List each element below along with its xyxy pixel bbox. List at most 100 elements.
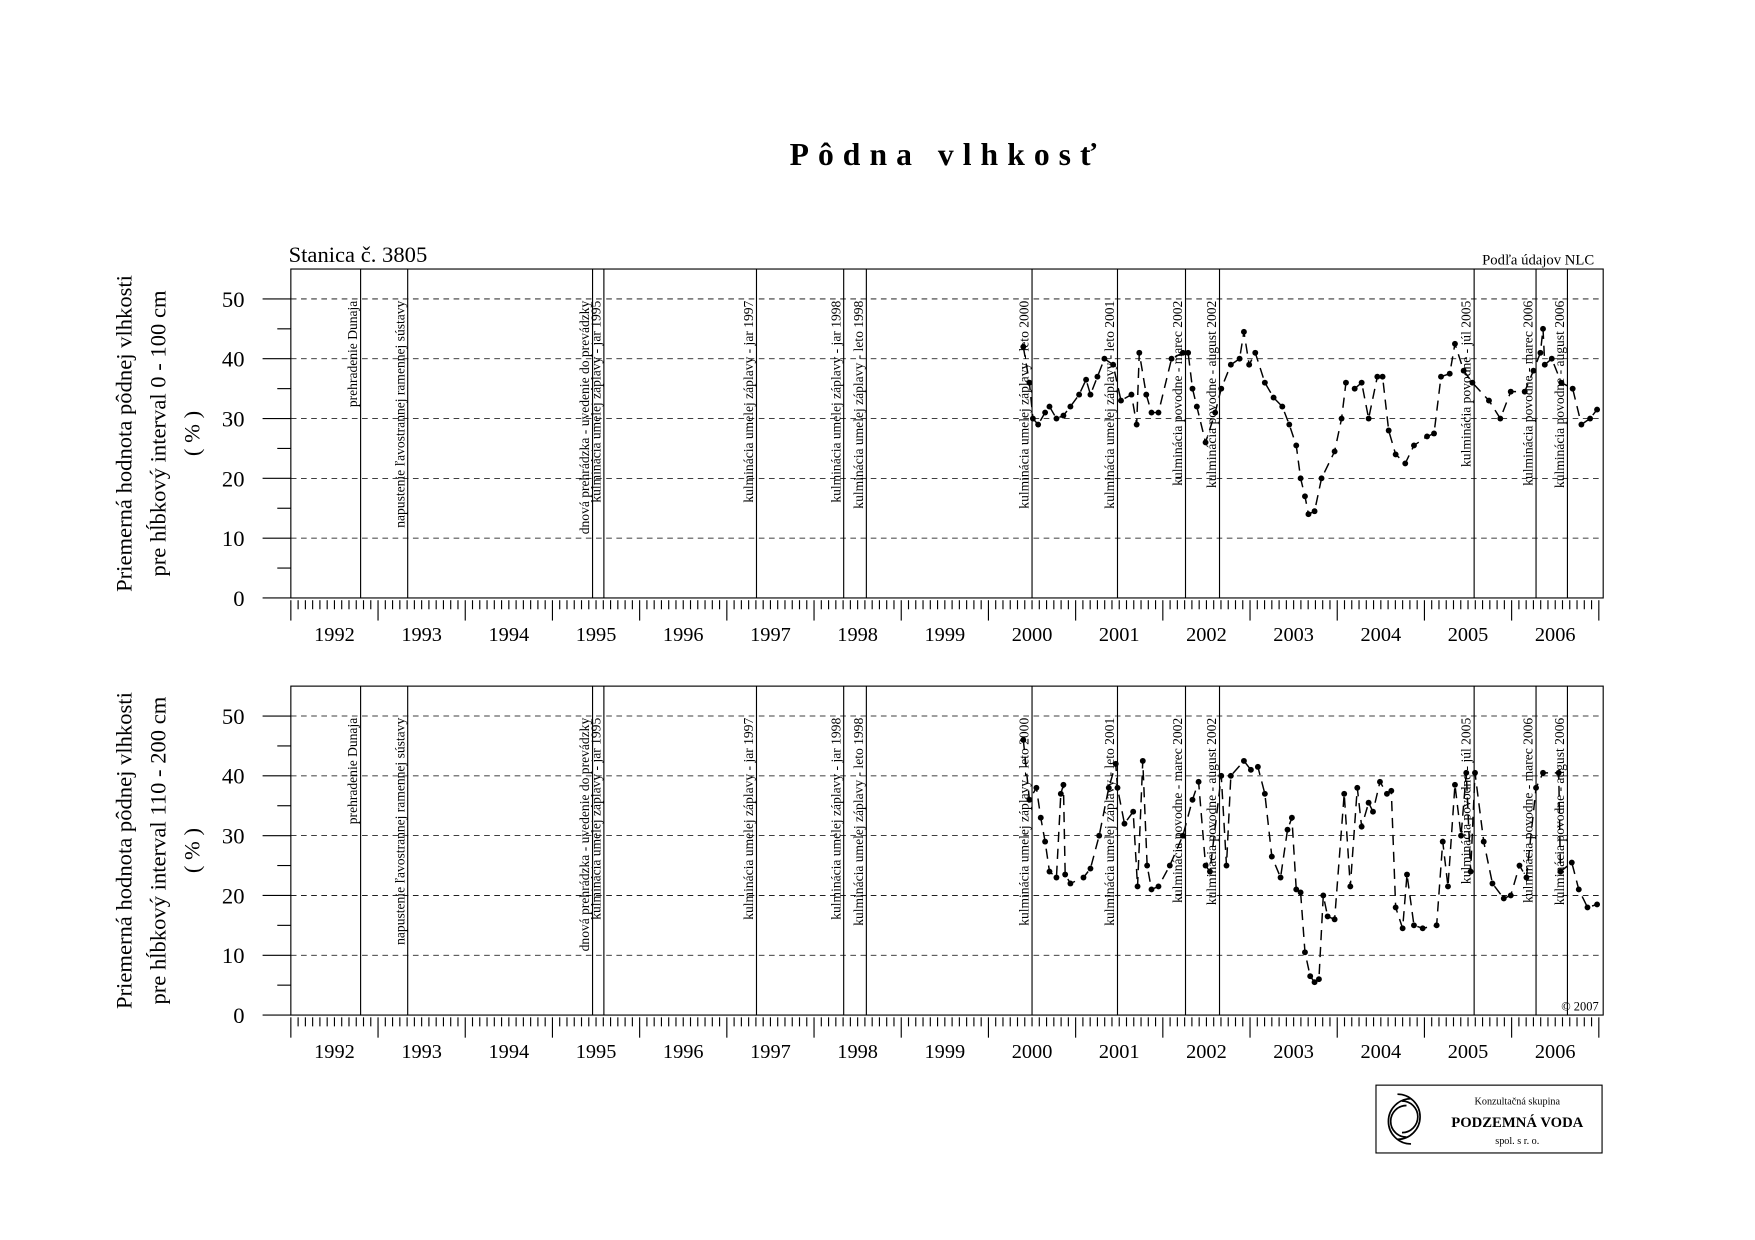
- data-point: [1385, 427, 1392, 434]
- data-point: [1114, 784, 1121, 791]
- data-point: [1076, 391, 1083, 398]
- data-point: [1469, 379, 1476, 386]
- y-axis-label: pre hĺbkový interval 0 - 100 cm: [144, 290, 170, 577]
- source: Podľa údajov NLC: [1482, 253, 1594, 269]
- data-point: [1155, 409, 1162, 416]
- data-point: [1284, 826, 1291, 833]
- event-label: kulminácia umelej záplavy - jar 1998: [828, 300, 843, 502]
- data-point: [1033, 784, 1040, 791]
- data-point: [1297, 475, 1304, 482]
- y-tick-label: 10: [222, 943, 245, 968]
- data-point: [1497, 415, 1504, 422]
- data-point: [1404, 871, 1410, 878]
- data-point: [1358, 823, 1365, 830]
- data-point: [1341, 790, 1348, 797]
- data-point: [1365, 799, 1372, 806]
- data-point: [1516, 862, 1523, 869]
- event-label: dnová prehrádzka - uvedenie do prevádzky: [577, 300, 592, 534]
- data-point: [1533, 784, 1539, 791]
- data-point: [1212, 409, 1219, 416]
- data-point: [1540, 769, 1546, 776]
- data-point: [1463, 769, 1470, 776]
- y-axis-label: Priemerná hodnota pôdnej vlhkosti: [111, 692, 136, 1009]
- event-label: kulminácia povodne - marec 2006: [1521, 718, 1536, 903]
- data-point: [1026, 796, 1033, 803]
- event-label: kulminácia povodne - júl 2005: [1459, 300, 1474, 467]
- plot-frame: [290, 268, 1604, 599]
- x-tick-label: 1999: [925, 624, 966, 646]
- data-point: [1392, 451, 1399, 458]
- data-point: [1240, 757, 1247, 764]
- copyright: © 2007: [1561, 1000, 1598, 1014]
- data-point: [1240, 328, 1247, 335]
- chart: 0 10 20 30 40 50 1992 1993 1994 1995 1996 1997 1998 1…: [111, 685, 1604, 1063]
- data-point: [1042, 409, 1049, 416]
- data-point: [1558, 379, 1565, 386]
- event-label: prehradenie Dunaja: [345, 301, 360, 407]
- data-point: [1370, 808, 1376, 815]
- data-point: [1080, 874, 1087, 881]
- x-tick-label: 2005: [1448, 624, 1489, 646]
- logo-line: spol. s r. o.: [1495, 1136, 1539, 1147]
- event-label: kulminácia umelej záplavy - jar 1998: [828, 718, 843, 920]
- data-point: [1305, 511, 1312, 518]
- data-point: [1246, 361, 1253, 368]
- data-point: [1094, 373, 1101, 380]
- data-point: [1057, 790, 1064, 797]
- data-point: [1388, 787, 1395, 794]
- logo-icon: [1387, 1093, 1421, 1145]
- x-tick-label: 2001: [1099, 624, 1140, 646]
- y-tick-label: 50: [222, 287, 245, 312]
- event-label: kulminácia povodne - august 2002: [1204, 300, 1219, 488]
- data-point: [1110, 361, 1117, 368]
- data-point: [1411, 922, 1417, 929]
- data-point: [1067, 403, 1074, 410]
- data-point: [1143, 391, 1150, 398]
- data-point: [1548, 355, 1555, 362]
- event-label: kulminácia umelej záplavy - jar 1997: [741, 718, 756, 920]
- data-point: [1343, 379, 1349, 386]
- x-tick-label: 1995: [576, 1041, 617, 1063]
- data-point: [1480, 838, 1487, 845]
- data-point: [1439, 838, 1446, 845]
- data-point: [1374, 373, 1381, 380]
- x-tick-label: 1993: [401, 1041, 442, 1063]
- data-point: [1331, 916, 1338, 923]
- data-point: [1293, 886, 1300, 893]
- y-axis-label: pre hĺbkový interval 110 - 200 cm: [144, 696, 170, 1004]
- data-point: [1105, 784, 1112, 791]
- data-point: [1452, 781, 1458, 788]
- data-point: [1166, 862, 1173, 869]
- logo-line: PODZEMNÁ VODA: [1451, 1114, 1583, 1131]
- data-point: [1555, 769, 1562, 776]
- event-label: kulminácia umelej záplavy - leto 1998: [851, 300, 866, 508]
- data-point: [1270, 394, 1277, 401]
- data-point: [1438, 373, 1444, 380]
- data-point: [1399, 925, 1406, 932]
- data-point: [1568, 859, 1575, 866]
- data-point: [1433, 922, 1440, 929]
- data-point: [1046, 868, 1053, 875]
- y-axis-label: ( % ): [179, 411, 204, 456]
- event-label: kulminácia umelej záplavy - leto 2001: [1102, 718, 1117, 926]
- data-point: [1419, 925, 1426, 932]
- data-point: [1202, 862, 1209, 869]
- data-point: [1307, 973, 1314, 980]
- y-tick-label: 30: [222, 406, 245, 431]
- x-tick-label: 1997: [750, 624, 791, 646]
- data-point: [1060, 412, 1067, 419]
- plot-frame: [290, 685, 1604, 1016]
- data-point: [1189, 385, 1196, 392]
- x-tick-label: 2002: [1186, 624, 1227, 646]
- data-point: [1288, 814, 1295, 821]
- event-label: kulminácia povodne - marec 2006: [1521, 300, 1536, 485]
- x-tick-label: 1996: [663, 1041, 704, 1063]
- event-label: kulminácia umelej záplavy - leto 2000: [1017, 718, 1032, 926]
- data-point: [1144, 862, 1151, 869]
- data-point: [1042, 838, 1049, 845]
- event-label: dnová prehrádzka - uvedenie do prevádzky: [577, 718, 592, 952]
- event-label: kulminácia umelej záplavy - leto 2000: [1017, 300, 1032, 508]
- data-point: [1218, 385, 1225, 392]
- logo-frame: [1375, 1084, 1603, 1154]
- data-point: [1268, 853, 1275, 860]
